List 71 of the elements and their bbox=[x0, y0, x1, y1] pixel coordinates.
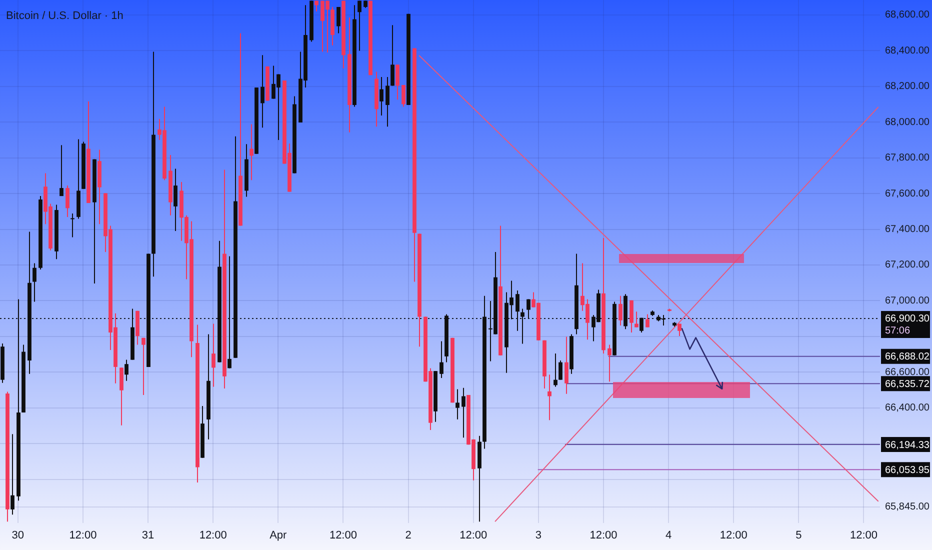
y-tick-label: 66,600.00 bbox=[885, 366, 930, 378]
candlestick bbox=[526, 298, 530, 320]
y-tick-label: 67,200.00 bbox=[885, 260, 930, 271]
candlestick bbox=[260, 54, 264, 128]
candlestick bbox=[520, 308, 524, 344]
candlestick bbox=[634, 311, 638, 328]
candlestick bbox=[66, 185, 70, 218]
x-tick-label: 4 bbox=[665, 530, 672, 542]
candlestick bbox=[250, 124, 254, 181]
data-label: 66,053.95 bbox=[885, 464, 930, 476]
candlestick bbox=[120, 367, 124, 426]
x-tick-label: 12:00 bbox=[199, 530, 227, 542]
candlestick bbox=[390, 24, 394, 86]
candlestick bbox=[630, 300, 634, 333]
data-label: 66,194.33 bbox=[885, 440, 930, 451]
candlestick bbox=[548, 374, 552, 421]
candlestick bbox=[402, 84, 406, 108]
candlestick bbox=[32, 262, 36, 302]
x-tick-label: 2 bbox=[405, 530, 412, 542]
y-tick-label: 68,200.00 bbox=[885, 81, 930, 92]
candlestick bbox=[640, 317, 644, 333]
candlestick bbox=[462, 387, 466, 438]
text: 57:06 bbox=[885, 326, 910, 337]
candlestick bbox=[396, 64, 400, 100]
candlestick bbox=[564, 336, 568, 394]
x-tick-label: 30 bbox=[12, 530, 24, 542]
x-tick-label: 12:00 bbox=[850, 530, 878, 542]
candlestick bbox=[142, 337, 146, 396]
data-label: 66,535.72 bbox=[885, 378, 930, 390]
candlestick bbox=[646, 314, 650, 328]
y-tick-label: 67,600.00 bbox=[885, 188, 930, 200]
x-tick-label: 12:00 bbox=[329, 530, 357, 542]
y-tick-label: 67,400.00 bbox=[885, 224, 930, 236]
y-tick-label: 65,845.00 bbox=[885, 502, 930, 513]
candlestick bbox=[440, 340, 444, 379]
candlestick bbox=[678, 323, 682, 337]
text: Bitcoin / U.S. Dollar · 1h bbox=[6, 10, 124, 22]
candlestick bbox=[228, 256, 232, 369]
candlestick bbox=[386, 76, 390, 128]
y-tick-label: 68,000.00 bbox=[885, 116, 930, 128]
candlestick bbox=[336, 6, 340, 34]
x-tick-label: Apr bbox=[270, 530, 288, 542]
x-tick-label: 12:00 bbox=[460, 530, 488, 542]
ref-line-label: 66,900.30 bbox=[885, 314, 930, 325]
candlestick bbox=[212, 323, 216, 388]
y-tick-label: 66,400.00 bbox=[885, 402, 930, 414]
candlestick bbox=[70, 213, 74, 238]
candlestick bbox=[558, 360, 562, 380]
candlestick bbox=[554, 353, 558, 388]
candlestick bbox=[608, 344, 612, 382]
x-tick-label: 3 bbox=[535, 530, 542, 542]
candlestick bbox=[10, 434, 14, 516]
candlestick bbox=[516, 290, 520, 332]
candlestick bbox=[456, 388, 460, 420]
x-tick-label: 31 bbox=[142, 530, 154, 542]
data-label: 66,688.02 bbox=[885, 352, 930, 363]
y-tick-label: 67,000.00 bbox=[885, 295, 930, 306]
candlestick bbox=[60, 144, 64, 197]
candlestick bbox=[314, 0, 318, 12]
y-tick-label: 68,600.00 bbox=[885, 10, 930, 21]
y-tick-label: 68,400.00 bbox=[885, 45, 930, 56]
x-tick-label: 5 bbox=[796, 530, 802, 542]
candlestick bbox=[618, 295, 622, 326]
candlestick bbox=[124, 359, 128, 382]
candlestick bbox=[358, 0, 362, 52]
x-tick-label: 12:00 bbox=[69, 530, 97, 542]
candlestick bbox=[174, 168, 178, 232]
candlestick bbox=[380, 76, 384, 116]
y-tick-label: 67,800.00 bbox=[885, 152, 930, 164]
x-tick-label: 12:00 bbox=[720, 530, 748, 542]
x-tick-label: 12:00 bbox=[590, 530, 618, 542]
